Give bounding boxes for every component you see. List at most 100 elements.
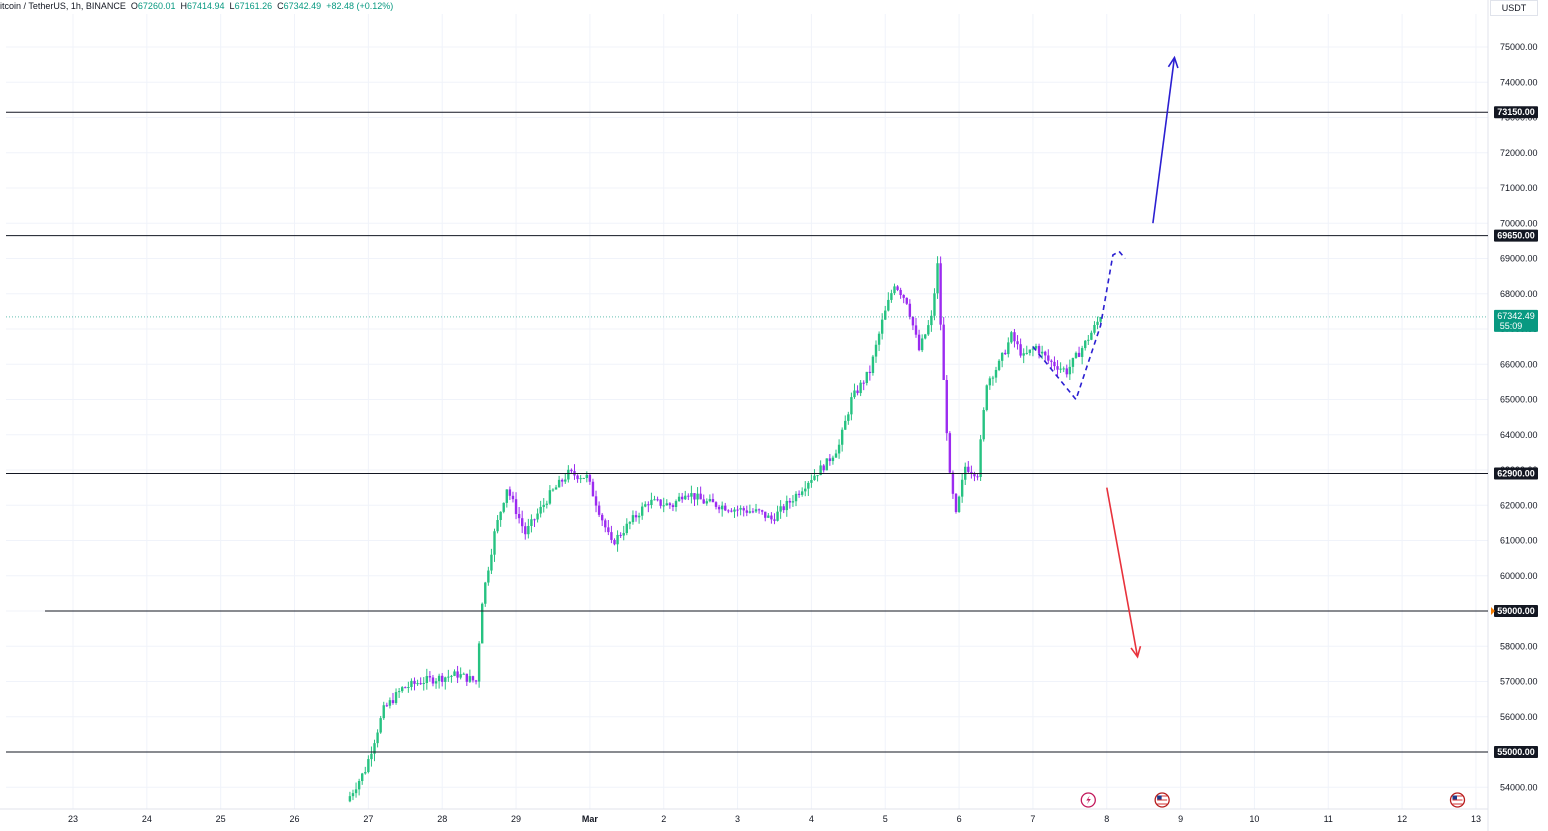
candle-body xyxy=(524,526,527,535)
x-tick-label: 2 xyxy=(661,814,666,824)
candle-body xyxy=(364,772,367,774)
us-flag-icon[interactable] xyxy=(1449,792,1466,808)
candle-body xyxy=(834,453,838,458)
arrow-head xyxy=(1167,55,1179,69)
candle-body xyxy=(767,515,770,518)
candle-body xyxy=(724,505,727,511)
candle-body xyxy=(1090,332,1093,340)
candle xyxy=(382,701,385,720)
candle xyxy=(1037,343,1041,359)
candle-body xyxy=(920,338,924,351)
candle-body xyxy=(748,511,752,513)
candle-body xyxy=(945,379,948,434)
candle-body xyxy=(1093,324,1096,333)
candle-body xyxy=(650,499,653,506)
candle xyxy=(837,439,841,459)
candle-body xyxy=(936,263,939,294)
candle-body xyxy=(687,495,690,497)
us-flag-icon[interactable] xyxy=(1154,792,1170,808)
candle-body xyxy=(388,700,392,706)
candle xyxy=(800,487,804,497)
candle xyxy=(582,477,585,480)
candle-body xyxy=(847,414,850,421)
candle-body xyxy=(976,476,979,478)
candle-body xyxy=(988,378,992,386)
candle xyxy=(656,496,659,502)
candle-body xyxy=(887,299,890,311)
x-tick-label: 12 xyxy=(1397,814,1407,824)
candle xyxy=(625,518,628,536)
candle xyxy=(1050,359,1053,369)
y-tick-label: 58000.00 xyxy=(1500,641,1538,651)
candle xyxy=(884,305,887,320)
candle xyxy=(693,493,696,507)
candle xyxy=(659,499,662,509)
candle xyxy=(653,495,656,501)
x-tick-label: 11 xyxy=(1324,814,1333,824)
candle-body xyxy=(502,502,505,512)
candle xyxy=(419,677,422,685)
candle xyxy=(1090,330,1093,341)
candle xyxy=(1013,328,1016,348)
candle xyxy=(607,520,610,536)
y-tick-label: 57000.00 xyxy=(1500,677,1538,687)
candle-body xyxy=(1084,340,1087,349)
candle xyxy=(477,641,481,688)
candle-body xyxy=(927,325,930,335)
candle xyxy=(647,501,650,513)
candle xyxy=(527,518,530,539)
candle-body xyxy=(776,511,779,521)
candle-body xyxy=(508,489,512,496)
candle xyxy=(662,497,665,513)
candle-body xyxy=(720,505,724,510)
candle-body xyxy=(844,420,847,430)
candle-body xyxy=(877,333,881,345)
candle xyxy=(951,470,955,499)
candle xyxy=(970,465,973,479)
candle-body xyxy=(619,534,622,536)
candle xyxy=(880,313,884,340)
candle xyxy=(687,493,690,501)
candle-body xyxy=(917,334,921,351)
candle xyxy=(1084,340,1087,351)
candle xyxy=(354,782,358,798)
candle xyxy=(524,522,527,540)
currency-selector[interactable]: USDT xyxy=(1490,0,1538,16)
y-tick-label: 75000.00 xyxy=(1500,42,1538,52)
candle xyxy=(764,511,767,522)
candle-body xyxy=(868,371,872,373)
candle-body xyxy=(896,286,899,290)
candle-body xyxy=(788,500,792,503)
candle-body xyxy=(367,759,370,773)
y-tick-label: 54000.00 xyxy=(1500,782,1538,792)
candle xyxy=(1004,349,1007,355)
candle-body xyxy=(711,499,715,503)
candle xyxy=(825,458,828,471)
level-label-bg xyxy=(1494,467,1538,480)
candle xyxy=(548,485,552,505)
candle xyxy=(434,678,438,689)
candle xyxy=(594,490,598,513)
flag-stripe xyxy=(1157,795,1168,797)
candle xyxy=(459,667,462,680)
candle-body xyxy=(736,509,739,511)
candle-body xyxy=(853,390,856,398)
candle xyxy=(437,673,441,689)
candle-body xyxy=(564,479,567,482)
flag-stripe xyxy=(1452,803,1463,805)
candle xyxy=(370,746,373,767)
candle xyxy=(511,491,515,503)
candle-body xyxy=(745,510,748,513)
candle-body xyxy=(539,506,542,514)
candle xyxy=(991,375,995,386)
y-tick-label: 56000.00 xyxy=(1500,712,1538,722)
candle xyxy=(982,407,985,442)
candle-body xyxy=(791,501,795,503)
candle-body xyxy=(733,509,736,512)
candle-body xyxy=(773,519,776,521)
lightning-icon[interactable] xyxy=(1080,792,1096,808)
candle xyxy=(862,380,865,391)
candle-body xyxy=(970,471,973,474)
candle xyxy=(487,566,490,586)
